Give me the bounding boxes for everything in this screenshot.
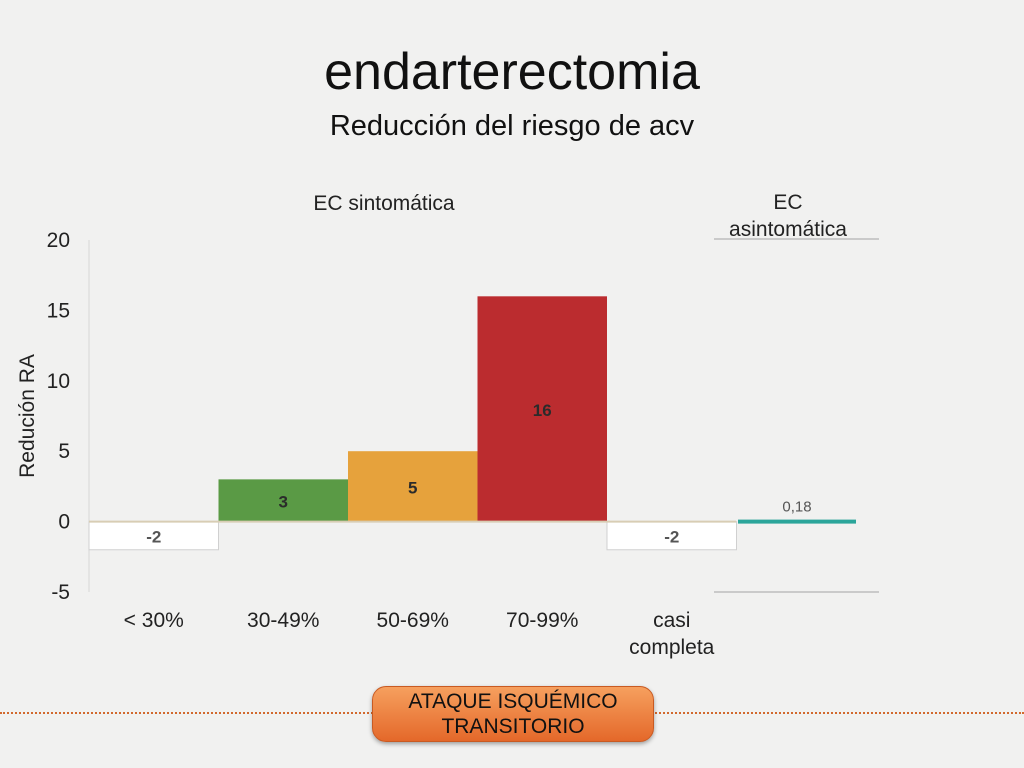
y-tick-label: -5 xyxy=(51,581,70,604)
slide-title: endarterectomia xyxy=(324,43,700,101)
data-label-5: 0,18 xyxy=(782,499,811,516)
footer-badge: ATAQUE ISQUÉMICO TRANSITORIO xyxy=(372,686,654,742)
group-label-symptomatic: EC sintomática xyxy=(313,192,455,215)
bar-3 xyxy=(477,296,607,522)
bar-1 xyxy=(218,479,348,522)
footer-badge-line1: ATAQUE ISQUÉMICO xyxy=(408,690,618,713)
y-tick-label: 20 xyxy=(47,229,70,252)
slide-subtitle: Reducción del riesgo de acv xyxy=(329,110,695,142)
y-tick-label: 15 xyxy=(47,299,70,322)
group-label-asymptomatic: EC asintomática xyxy=(700,189,876,243)
data-label-2: 5 xyxy=(408,478,417,497)
data-label-0: -2 xyxy=(146,528,161,547)
data-label-1: 3 xyxy=(279,492,288,511)
x-tick-label: 50-69% xyxy=(377,609,449,632)
data-label-3: 16 xyxy=(533,401,552,420)
x-tick-label: 70-99% xyxy=(506,609,578,632)
bar-chart: -5 0 5 10 15 20 Redución RA -2 3 5 16 -2 0,18 < 30% 30… xyxy=(16,229,879,659)
footer-badge-line2: TRANSITORIO xyxy=(441,715,585,738)
y-tick-label: 5 xyxy=(58,440,70,463)
x-tick-label: completa xyxy=(629,636,715,659)
y-axis-label: Redución RA xyxy=(16,354,39,478)
bar-4 xyxy=(606,521,737,551)
bar-0 xyxy=(88,521,219,551)
y-tick-label: 0 xyxy=(58,511,70,534)
bar-2 xyxy=(348,451,478,522)
x-tick-label: 30-49% xyxy=(247,609,319,632)
bar-5 xyxy=(738,519,856,524)
x-tick-label: < 30% xyxy=(124,609,184,632)
data-label-4: -2 xyxy=(664,528,679,547)
x-tick-label: casi xyxy=(653,609,690,632)
group-label-asymptomatic-line1: EC xyxy=(773,191,803,214)
group-label-asymptomatic-line2: asintomática xyxy=(729,218,847,241)
y-tick-label: 10 xyxy=(47,370,70,393)
